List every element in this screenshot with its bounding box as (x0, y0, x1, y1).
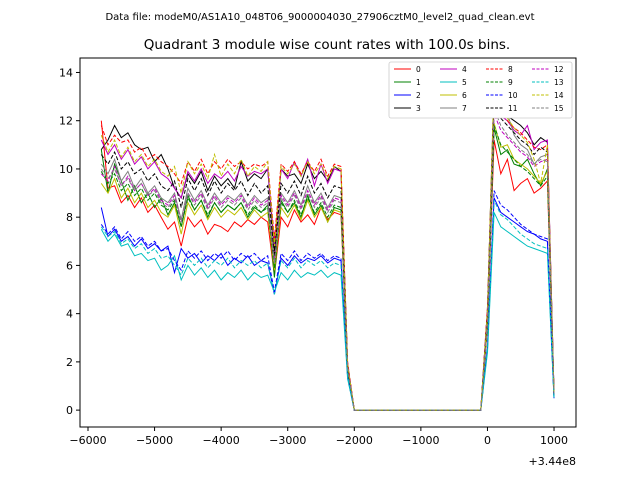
legend-label-8: 8 (508, 65, 513, 74)
y-tick-label: 10 (59, 163, 73, 176)
y-tick-label: 4 (66, 308, 73, 321)
series-line-2 (100, 197, 555, 411)
x-tick-label: −1000 (402, 434, 439, 447)
x-tick-label: −5000 (136, 434, 173, 447)
series-line-12 (100, 113, 555, 411)
legend-label-13: 13 (554, 78, 564, 87)
legend-label-3: 3 (416, 104, 421, 113)
legend-label-15: 15 (554, 104, 564, 113)
x-tick-label: 0 (484, 434, 491, 447)
y-tick-label: 8 (66, 211, 73, 224)
chart-title: Quadrant 3 module wise count rates with … (144, 37, 510, 53)
y-tick-label: 12 (59, 115, 73, 128)
legend-label-4: 4 (462, 65, 467, 74)
legend-label-0: 0 (416, 65, 421, 74)
x-tick-label: −4000 (203, 434, 240, 447)
legend-label-6: 6 (462, 91, 467, 100)
legend-label-11: 11 (508, 104, 518, 113)
x-offset-text: +3.44e8 (529, 455, 576, 468)
series-layer (100, 77, 555, 411)
x-tick-label: 1000 (540, 434, 568, 447)
legend-label-12: 12 (554, 65, 564, 74)
legend-label-7: 7 (462, 104, 467, 113)
axes-frame (79, 57, 577, 428)
y-tick-label: 14 (59, 66, 73, 79)
legend-label-10: 10 (508, 91, 518, 100)
series-line-13 (100, 200, 555, 411)
data-file-header: Data file: modeM0/AS1A10_048T06_90000040… (105, 12, 534, 23)
series-line-14 (100, 81, 555, 411)
legend-label-9: 9 (508, 78, 513, 87)
x-tick-label: −6000 (69, 434, 106, 447)
y-tick-label: 6 (66, 259, 73, 272)
x-tick-label: −3000 (269, 434, 306, 447)
series-line-10 (100, 190, 555, 411)
legend-label-1: 1 (416, 78, 421, 87)
x-tick-label: −2000 (336, 434, 373, 447)
y-tick-label: 0 (66, 404, 73, 417)
legend-box (388, 61, 573, 119)
series-line-5 (100, 212, 555, 411)
ticks-layer: −6000 −5000 −4000 −3000 −2000 −1000 0 1000 0 2 4 6 8… (59, 66, 568, 447)
y-tick-label: 2 (66, 356, 73, 369)
legend-label-14: 14 (554, 91, 564, 100)
series-line-15 (100, 108, 555, 411)
legend-label-5: 5 (462, 78, 467, 87)
legend-label-2: 2 (416, 91, 421, 100)
